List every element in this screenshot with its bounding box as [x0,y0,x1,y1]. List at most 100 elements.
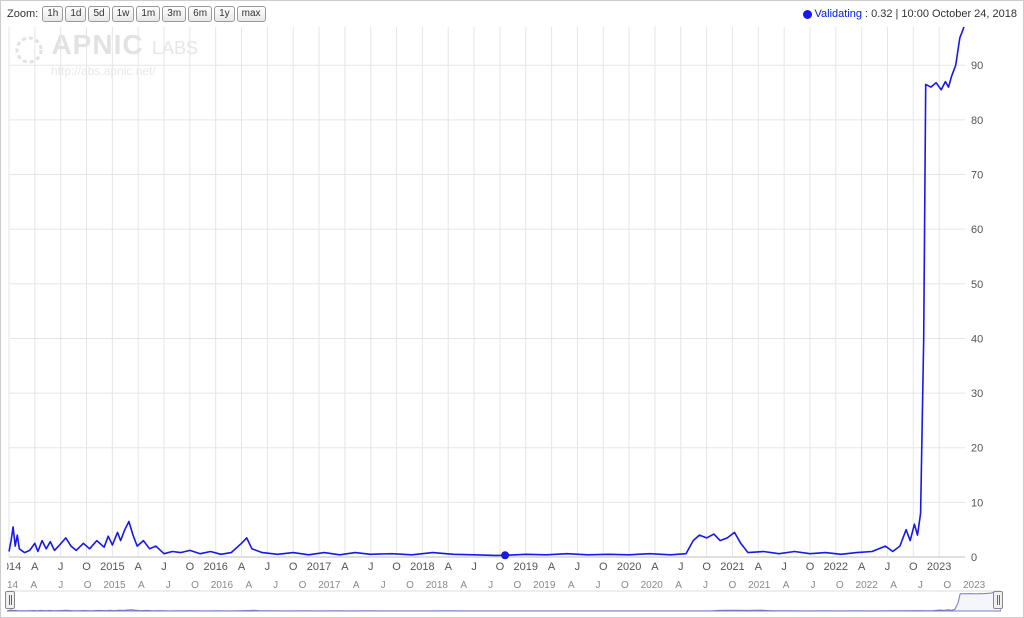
svg-text:J: J [471,561,477,573]
svg-text:A: A [548,561,556,573]
svg-text:O: O [191,580,199,591]
svg-text:O: O [186,561,195,573]
svg-text:2020: 2020 [641,580,664,591]
svg-text:2019: 2019 [514,561,538,573]
navigator-svg: 2014 A J O 2015 A J O 2016 A J O 2017 A J O 2018 A J O 2019 A… [7,577,1001,613]
legend-separator: | [896,8,899,20]
svg-text:2018: 2018 [426,580,449,591]
plot-area[interactable]: 01020304050607080902014AJO2015AJO2016AJO… [7,25,1001,573]
svg-text:60: 60 [971,224,983,236]
svg-text:2023: 2023 [927,561,951,573]
svg-text:J: J [273,580,278,591]
svg-text:O: O [909,561,918,573]
svg-text:A: A [755,561,763,573]
svg-text:2019: 2019 [533,580,556,591]
svg-text:A: A [353,580,360,591]
svg-text:A: A [858,561,866,573]
legend-series-name: Validating [815,8,863,20]
zoom-5d-button[interactable]: 5d [88,6,109,22]
svg-text:J: J [703,580,708,591]
svg-text:J: J [488,580,493,591]
zoom-1h-button[interactable]: 1h [42,6,63,22]
svg-text:A: A [31,580,38,591]
svg-text:2022: 2022 [824,561,848,573]
svg-text:J: J [58,580,63,591]
svg-text:O: O [806,561,815,573]
svg-text:10: 10 [971,497,983,509]
svg-text:2015: 2015 [100,561,124,573]
navigator-handle-left[interactable] [5,591,15,609]
svg-text:O: O [621,580,629,591]
svg-text:J: J [885,561,891,573]
zoom-max-button[interactable]: max [237,6,266,22]
svg-text:2021: 2021 [748,580,771,591]
svg-text:A: A [31,561,39,573]
navigator[interactable]: 2014 A J O 2015 A J O 2016 A J O 2017 A J O 2018 A J O 2019 A… [7,577,1001,613]
svg-text:O: O [496,561,505,573]
svg-text:O: O [836,580,844,591]
svg-text:J: J [58,561,64,573]
zoom-3m-button[interactable]: 3m [162,6,186,22]
svg-text:O: O [406,580,414,591]
svg-text:A: A [341,561,349,573]
svg-text:2017: 2017 [307,561,331,573]
svg-text:2017: 2017 [318,580,341,591]
svg-text:40: 40 [971,333,983,345]
svg-text:J: J [265,561,271,573]
svg-text:A: A [238,561,246,573]
svg-text:A: A [460,580,467,591]
svg-text:30: 30 [971,388,983,400]
svg-text:O: O [702,561,711,573]
svg-text:2015: 2015 [103,580,126,591]
svg-text:2016: 2016 [203,561,227,573]
svg-text:O: O [943,580,951,591]
svg-text:A: A [138,580,145,591]
svg-text:2022: 2022 [856,580,879,591]
svg-text:50: 50 [971,279,983,291]
svg-text:J: J [781,561,787,573]
svg-text:2016: 2016 [211,580,234,591]
zoom-controls: Zoom: 1h 1d 5d 1w 1m 3m 6m 1y max [7,6,266,22]
svg-text:A: A [445,561,453,573]
svg-text:J: J [575,561,581,573]
legend: Validating : 0.32 | 10:00 October 24, 20… [803,8,1017,20]
zoom-1m-button[interactable]: 1m [136,6,160,22]
svg-text:O: O [82,561,91,573]
svg-text:A: A [135,561,143,573]
svg-text:A: A [783,580,790,591]
svg-text:70: 70 [971,170,983,182]
svg-text:80: 80 [971,115,983,127]
svg-text:A: A [245,580,252,591]
chart-container: Zoom: 1h 1d 5d 1w 1m 3m 6m 1y max Valida… [0,0,1024,618]
svg-text:A: A [675,580,682,591]
svg-text:2021: 2021 [720,561,744,573]
svg-text:A: A [568,580,575,591]
zoom-label: Zoom: [7,8,38,20]
svg-text:A: A [890,580,897,591]
svg-text:O: O [514,580,522,591]
svg-text:O: O [299,580,307,591]
svg-text:J: J [596,580,601,591]
navigator-handle-right[interactable] [993,591,1003,609]
zoom-1w-button[interactable]: 1w [112,6,135,22]
svg-text:20: 20 [971,443,983,455]
svg-text:J: J [381,580,386,591]
svg-text:J: J [166,580,171,591]
zoom-1y-button[interactable]: 1y [214,6,235,22]
svg-text:O: O [392,561,401,573]
svg-text:J: J [810,580,815,591]
legend-dot-icon [803,10,812,19]
svg-text:0: 0 [971,552,977,564]
svg-text:O: O [728,580,736,591]
svg-text:O: O [84,580,92,591]
zoom-1d-button[interactable]: 1d [65,6,86,22]
chart-svg: 01020304050607080902014AJO2015AJO2016AJO… [7,25,1001,573]
legend-value: : 0.32 [865,8,893,20]
svg-text:2014: 2014 [7,580,19,591]
svg-text:J: J [161,561,167,573]
zoom-6m-button[interactable]: 6m [188,6,212,22]
svg-text:2023: 2023 [963,580,986,591]
legend-timestamp: 10:00 October 24, 2018 [901,8,1017,20]
svg-text:2020: 2020 [617,561,641,573]
svg-text:2018: 2018 [410,561,434,573]
